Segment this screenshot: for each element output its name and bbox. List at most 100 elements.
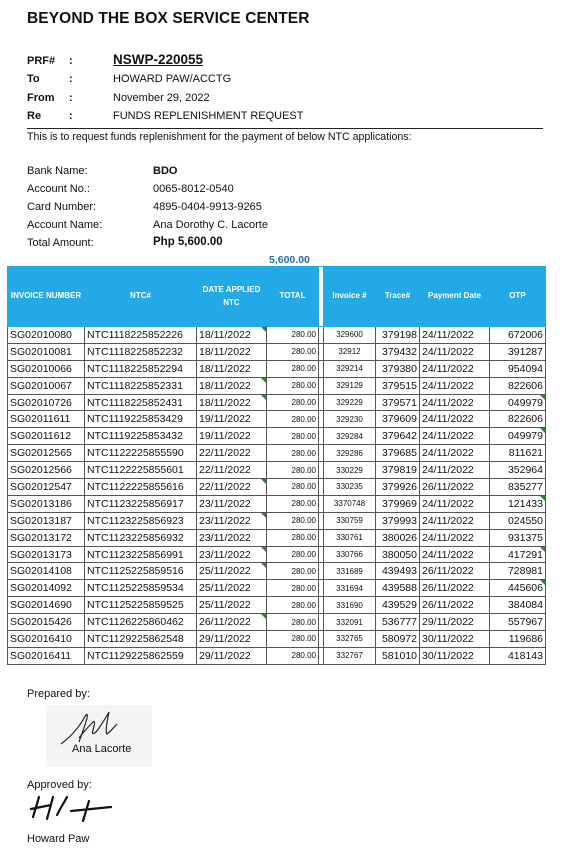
cell-invoice-hash: 332765 xyxy=(323,630,376,648)
cell-otp-text: 822606 xyxy=(507,379,543,392)
cell-invoice-hash: 330766 xyxy=(323,545,376,564)
account-no-value: 0065-8012-0540 xyxy=(153,183,234,195)
cell-otp: 835277 xyxy=(489,478,546,496)
col-header-date-applied: DATE APPLIED NTC xyxy=(196,266,267,327)
prepared-by-label: Prepared by: xyxy=(27,688,90,700)
cell-otp-text: 384084 xyxy=(507,599,543,612)
approved-by-signature xyxy=(29,795,113,823)
cell-payment-date-text: 24/11/2022 xyxy=(422,430,474,443)
cell-otp-text: 418143 xyxy=(507,649,543,662)
cell-ntc: NTC1118225852232 xyxy=(84,342,197,361)
comment-marker-icon xyxy=(261,378,266,383)
cell-invoice-hash-text: 329129 xyxy=(336,381,363,391)
cell-invoice-number-text: SG02010081 xyxy=(10,345,72,358)
cell-payment-date-text: 24/11/2022 xyxy=(422,497,474,510)
table-row: SG02014108 NTC1125225859516 25/11/2022 280.… xyxy=(7,562,546,581)
cell-date-applied-text: 18/11/2022 xyxy=(199,328,251,341)
cell-date-applied: 25/11/2022 xyxy=(196,562,267,581)
cell-total-text: 280.00 xyxy=(291,398,316,407)
cell-total-text: 280.00 xyxy=(291,330,316,340)
cell-invoice-number: SG02016410 xyxy=(7,630,85,648)
company-name: BEYOND THE BOX SERVICE CENTER xyxy=(27,10,310,27)
cell-otp-text: 024550 xyxy=(507,514,543,527)
cell-trace-text: 439493 xyxy=(381,565,417,578)
cell-date-applied: 29/11/2022 xyxy=(196,630,267,648)
cell-total: 280.00 xyxy=(266,646,319,665)
col-header-payment-date: Payment Date xyxy=(419,266,490,327)
comment-marker-icon xyxy=(261,327,266,332)
cell-invoice-hash: 330235 xyxy=(323,478,376,496)
cell-total: 280.00 xyxy=(266,630,319,648)
cell-payment-date: 24/11/2022 xyxy=(419,326,490,344)
cell-ntc-text: NTC1123225856932 xyxy=(87,531,184,544)
cell-invoice-hash-text: 331689 xyxy=(336,566,363,576)
cell-total-text: 280.00 xyxy=(291,431,316,441)
cell-ntc: NTC1129225862559 xyxy=(84,646,197,665)
cell-date-applied-text: 18/11/2022 xyxy=(199,345,251,358)
cell-payment-date-text: 29/11/2022 xyxy=(422,616,474,629)
cell-date-applied-text: 18/11/2022 xyxy=(199,362,251,375)
cell-ntc: NTC1125225859516 xyxy=(84,562,197,581)
cell-invoice-number: SG02014690 xyxy=(7,596,85,615)
cell-otp-text: 672006 xyxy=(507,328,543,341)
cell-invoice-hash: 329229 xyxy=(323,393,376,412)
cell-ntc: NTC1118225852226 xyxy=(84,326,197,344)
cell-otp: 391287 xyxy=(489,342,546,361)
cell-payment-date: 26/11/2022 xyxy=(419,478,490,496)
cell-trace-text: 379993 xyxy=(381,514,417,527)
cell-otp: 822606 xyxy=(489,376,546,395)
table-header-row: INVOICE NUMBER NTC# DATE APPLIED NTC TOT… xyxy=(7,266,546,327)
cell-invoice-number: SG02010080 xyxy=(7,326,85,344)
cell-ntc-text: NTC1123225856917 xyxy=(87,497,184,510)
cell-date-applied-text: 19/11/2022 xyxy=(199,413,251,426)
to-colon: : xyxy=(69,73,73,85)
cell-total-text: 280.00 xyxy=(291,550,316,560)
cell-total: 280.00 xyxy=(266,579,319,598)
cell-date-applied-text: 22/11/2022 xyxy=(199,480,251,493)
bank-name-value: BDO xyxy=(153,165,178,177)
cell-invoice-number-text: SG02010067 xyxy=(10,379,72,392)
cell-invoice-hash: 32912 xyxy=(323,342,376,361)
from-colon: : xyxy=(69,92,73,104)
cell-trace: 379993 xyxy=(375,511,420,530)
cell-payment-date: 24/11/2022 xyxy=(419,393,490,412)
cell-total: 280.00 xyxy=(266,528,319,547)
cell-invoice-number: SG02011612 xyxy=(7,427,85,446)
cell-otp-text: 811621 xyxy=(508,447,543,460)
comment-marker-icon xyxy=(261,547,266,552)
cell-trace-text: 379380 xyxy=(381,362,417,375)
cell-trace-text: 379571 xyxy=(381,396,417,409)
cell-trace-text: 379432 xyxy=(381,345,417,358)
cell-payment-date-text: 24/11/2022 xyxy=(422,345,474,358)
from-label: From xyxy=(27,92,55,104)
cell-total-text: 280.00 xyxy=(291,651,316,661)
cell-trace-text: 536777 xyxy=(381,616,417,629)
prf-number: NSWP-220055 xyxy=(113,52,204,67)
cell-trace: 439493 xyxy=(375,562,420,581)
cell-otp-text: 352964 xyxy=(507,464,543,477)
total-amount-label: Total Amount: xyxy=(27,237,94,249)
intro-text: This is to request funds replenishment f… xyxy=(27,131,412,143)
cell-payment-date-text: 30/11/2022 xyxy=(422,649,474,662)
cell-total-text: 280.00 xyxy=(291,566,316,576)
table-row: SG02015426 NTC1126225860462 26/11/2022 280.… xyxy=(7,613,546,632)
cell-date-applied-text: 23/11/2022 xyxy=(199,497,251,510)
cell-ntc: NTC1118225852294 xyxy=(84,359,197,378)
col-header-otp: OTP xyxy=(489,266,546,327)
comment-marker-icon xyxy=(261,614,266,620)
cell-total-text: 280.00 xyxy=(291,600,316,610)
cell-otp-text: 049979 xyxy=(507,396,543,409)
cell-invoice-hash: 329286 xyxy=(323,444,376,463)
table-row: SG02012565 NTC1122225855590 22/11/2022 280.… xyxy=(7,444,546,463)
cell-payment-date: 24/11/2022 xyxy=(419,494,490,513)
cell-otp-text: 417291 xyxy=(507,548,543,561)
cell-invoice-number-text: SG02013186 xyxy=(10,497,72,510)
cell-trace: 379571 xyxy=(375,393,420,412)
col-header-trace: Trace# xyxy=(375,266,420,327)
cell-ntc-text: NTC1122225855616 xyxy=(87,480,184,493)
cell-otp: 445606 xyxy=(489,579,546,598)
cell-invoice-number: SG02010081 xyxy=(7,342,85,361)
cell-invoice-number-text: SG02015426 xyxy=(10,616,72,629)
approved-by-name: Howard Paw xyxy=(27,833,90,845)
re-colon: : xyxy=(69,110,73,122)
